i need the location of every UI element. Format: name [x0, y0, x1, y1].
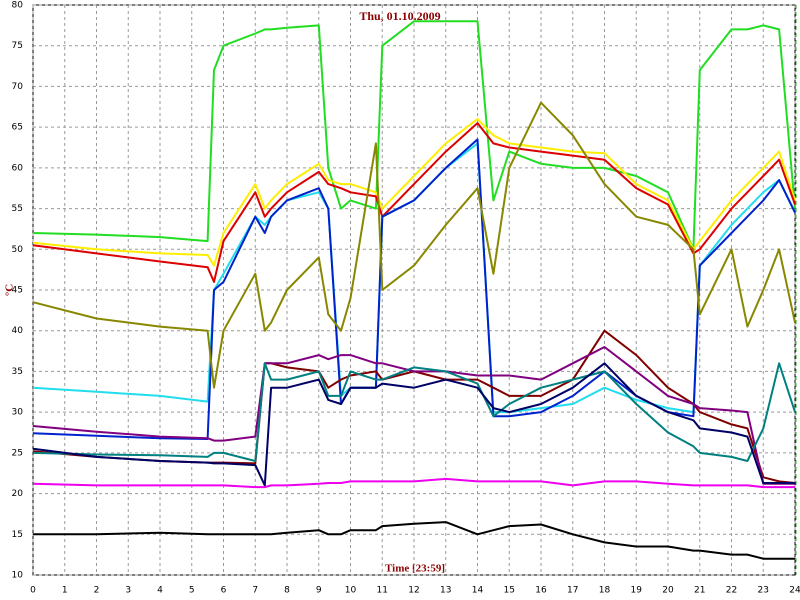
series-line: [32, 362, 796, 462]
y-tick-label: 80: [12, 1, 24, 11]
x-tick-label: 20: [662, 586, 674, 596]
y-tick-label: 20: [12, 489, 24, 499]
x-tick-label: 0: [30, 586, 36, 596]
x-tick-label: 11: [377, 586, 388, 596]
x-tick-label: 15: [504, 586, 515, 596]
y-tick-label: 55: [12, 204, 23, 214]
x-tick-label: 8: [284, 586, 290, 596]
x-tick-label: 10: [345, 586, 357, 596]
y-tick-label: 15: [12, 530, 23, 540]
x-tick-label: 4: [157, 586, 163, 596]
x-tick-label: 16: [535, 586, 547, 596]
series-line: [32, 122, 796, 283]
chart-title: Thu, 01.10.2009: [359, 9, 440, 23]
x-tick-label: 7: [252, 586, 258, 596]
y-tick-label: 50: [12, 245, 24, 255]
y-tick-label: 60: [12, 163, 24, 173]
x-tick-label: 12: [408, 586, 419, 596]
series-line: [32, 101, 796, 389]
y-tick-label: 10: [12, 571, 24, 581]
series-line: [33, 521, 795, 560]
y-tick-label: 35: [12, 367, 23, 377]
x-tick-label: 14: [472, 586, 484, 596]
x-tick-label: 22: [726, 586, 737, 596]
series-line: [32, 362, 795, 487]
x-tick-label: 19: [631, 586, 643, 596]
x-tick-label: 9: [316, 586, 322, 596]
x-tick-label: 21: [694, 586, 705, 596]
x-axis-label: Time [23:59]: [385, 563, 445, 575]
y-axis-label: °C: [4, 284, 16, 296]
series-line: [32, 118, 796, 267]
y-tick-label: 70: [12, 82, 24, 92]
series-line: [32, 138, 796, 440]
series-line: [32, 20, 796, 251]
y-tick-label: 25: [12, 448, 23, 458]
x-tick-label: 24: [789, 586, 800, 596]
x-tick-label: 3: [125, 586, 131, 596]
x-tick-label: 13: [440, 586, 451, 596]
x-tick-label: 6: [221, 586, 227, 596]
x-tick-label: 1: [62, 586, 68, 596]
series-line: [32, 477, 795, 489]
y-tick-label: 30: [12, 408, 24, 418]
x-tick-label: 18: [599, 586, 611, 596]
y-tick-label: 75: [12, 41, 23, 51]
x-tick-label: 5: [189, 586, 195, 596]
y-tick-label: 45: [12, 286, 23, 296]
x-tick-label: 2: [94, 586, 100, 596]
y-tick-label: 65: [12, 123, 23, 133]
x-tick-label: 23: [758, 586, 769, 596]
y-tick-label: 40: [12, 326, 24, 336]
series-line: [32, 346, 795, 485]
x-tick-label: 17: [567, 586, 578, 596]
